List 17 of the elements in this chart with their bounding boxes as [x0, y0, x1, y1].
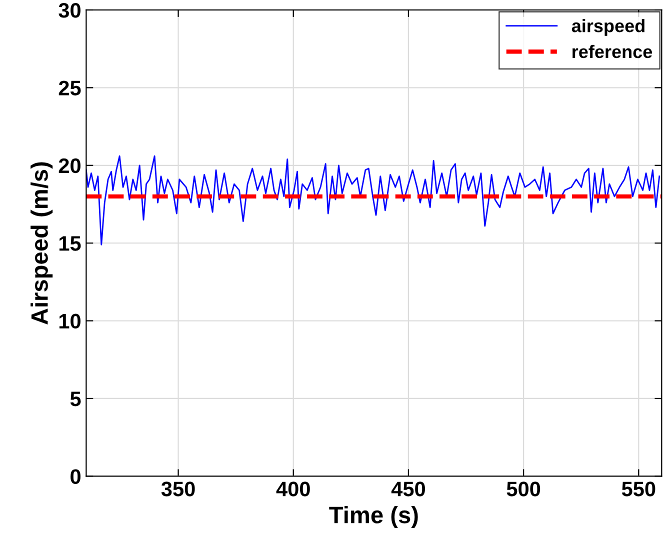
- y-tick-label: 5: [70, 392, 81, 406]
- line-series: [86, 155, 660, 246]
- y-tick-label: 30: [58, 2, 80, 18]
- x-tick-label: 500: [506, 482, 540, 496]
- y-axis-title: Airspeed (m/s): [30, 162, 53, 325]
- legend-label: reference: [572, 44, 652, 58]
- y-tick-label: 15: [59, 236, 81, 251]
- x-tick-label: 350: [161, 482, 195, 496]
- y-tick-label: 20: [58, 158, 80, 174]
- legend-label: airspeed: [572, 19, 644, 36]
- x-tick-label: 450: [391, 482, 425, 496]
- x-tick-label: 550: [622, 482, 656, 496]
- x-tick-label: 400: [276, 482, 310, 496]
- y-tick-label: 10: [59, 314, 80, 329]
- x-axis-title: Time (s): [329, 506, 418, 528]
- y-tick-label: 0: [70, 469, 80, 484]
- y-tick-label: 25: [58, 80, 81, 96]
